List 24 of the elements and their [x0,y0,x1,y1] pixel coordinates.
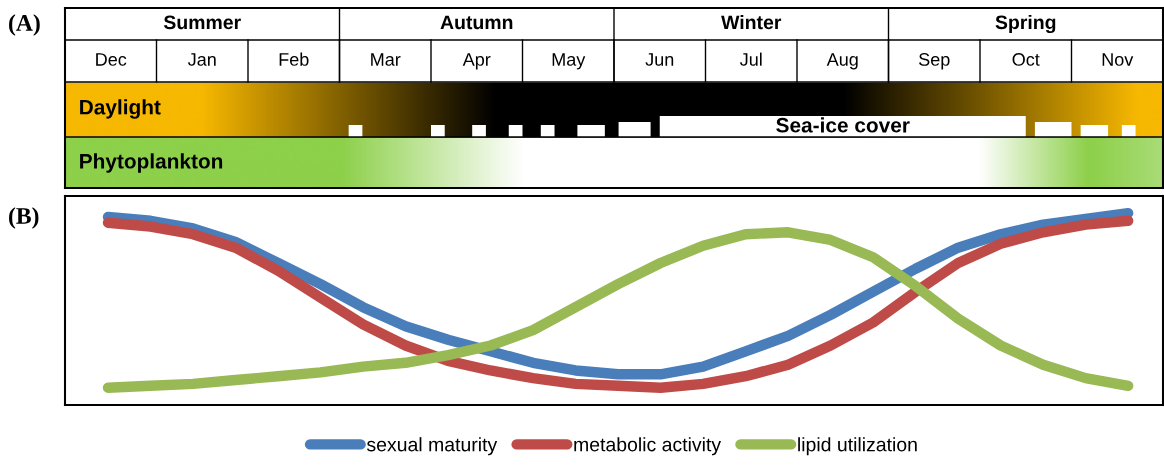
text: Summer [163,15,241,30]
category-label: Jun [645,53,674,66]
category-label: Jul [739,52,762,66]
category-label: Nov [1102,53,1134,66]
category-label: Feb [279,52,309,66]
category-label: Dec [96,53,127,66]
category-label: Aug [826,53,858,70]
text: (A) [9,14,40,36]
chart-title: (B) [9,207,39,229]
text: Spring [995,14,1056,34]
legend-label: sexual maturity [366,437,498,456]
category-label: May [552,53,586,70]
legend-label: metabolic activity [574,437,722,456]
text: Phytoplankton [80,153,223,173]
legend-label: lipid utilization [798,437,917,456]
category-label: Apr [462,53,491,70]
text: Sea-ice cover [776,117,910,133]
text: Daylight [80,99,161,119]
text: Winter [721,14,782,30]
category-label: Oct [1012,53,1040,66]
category-label: Jan [187,53,216,66]
category-label: Mar [371,53,401,66]
text: Autumn [440,15,513,30]
category-label: Sep [919,53,950,70]
